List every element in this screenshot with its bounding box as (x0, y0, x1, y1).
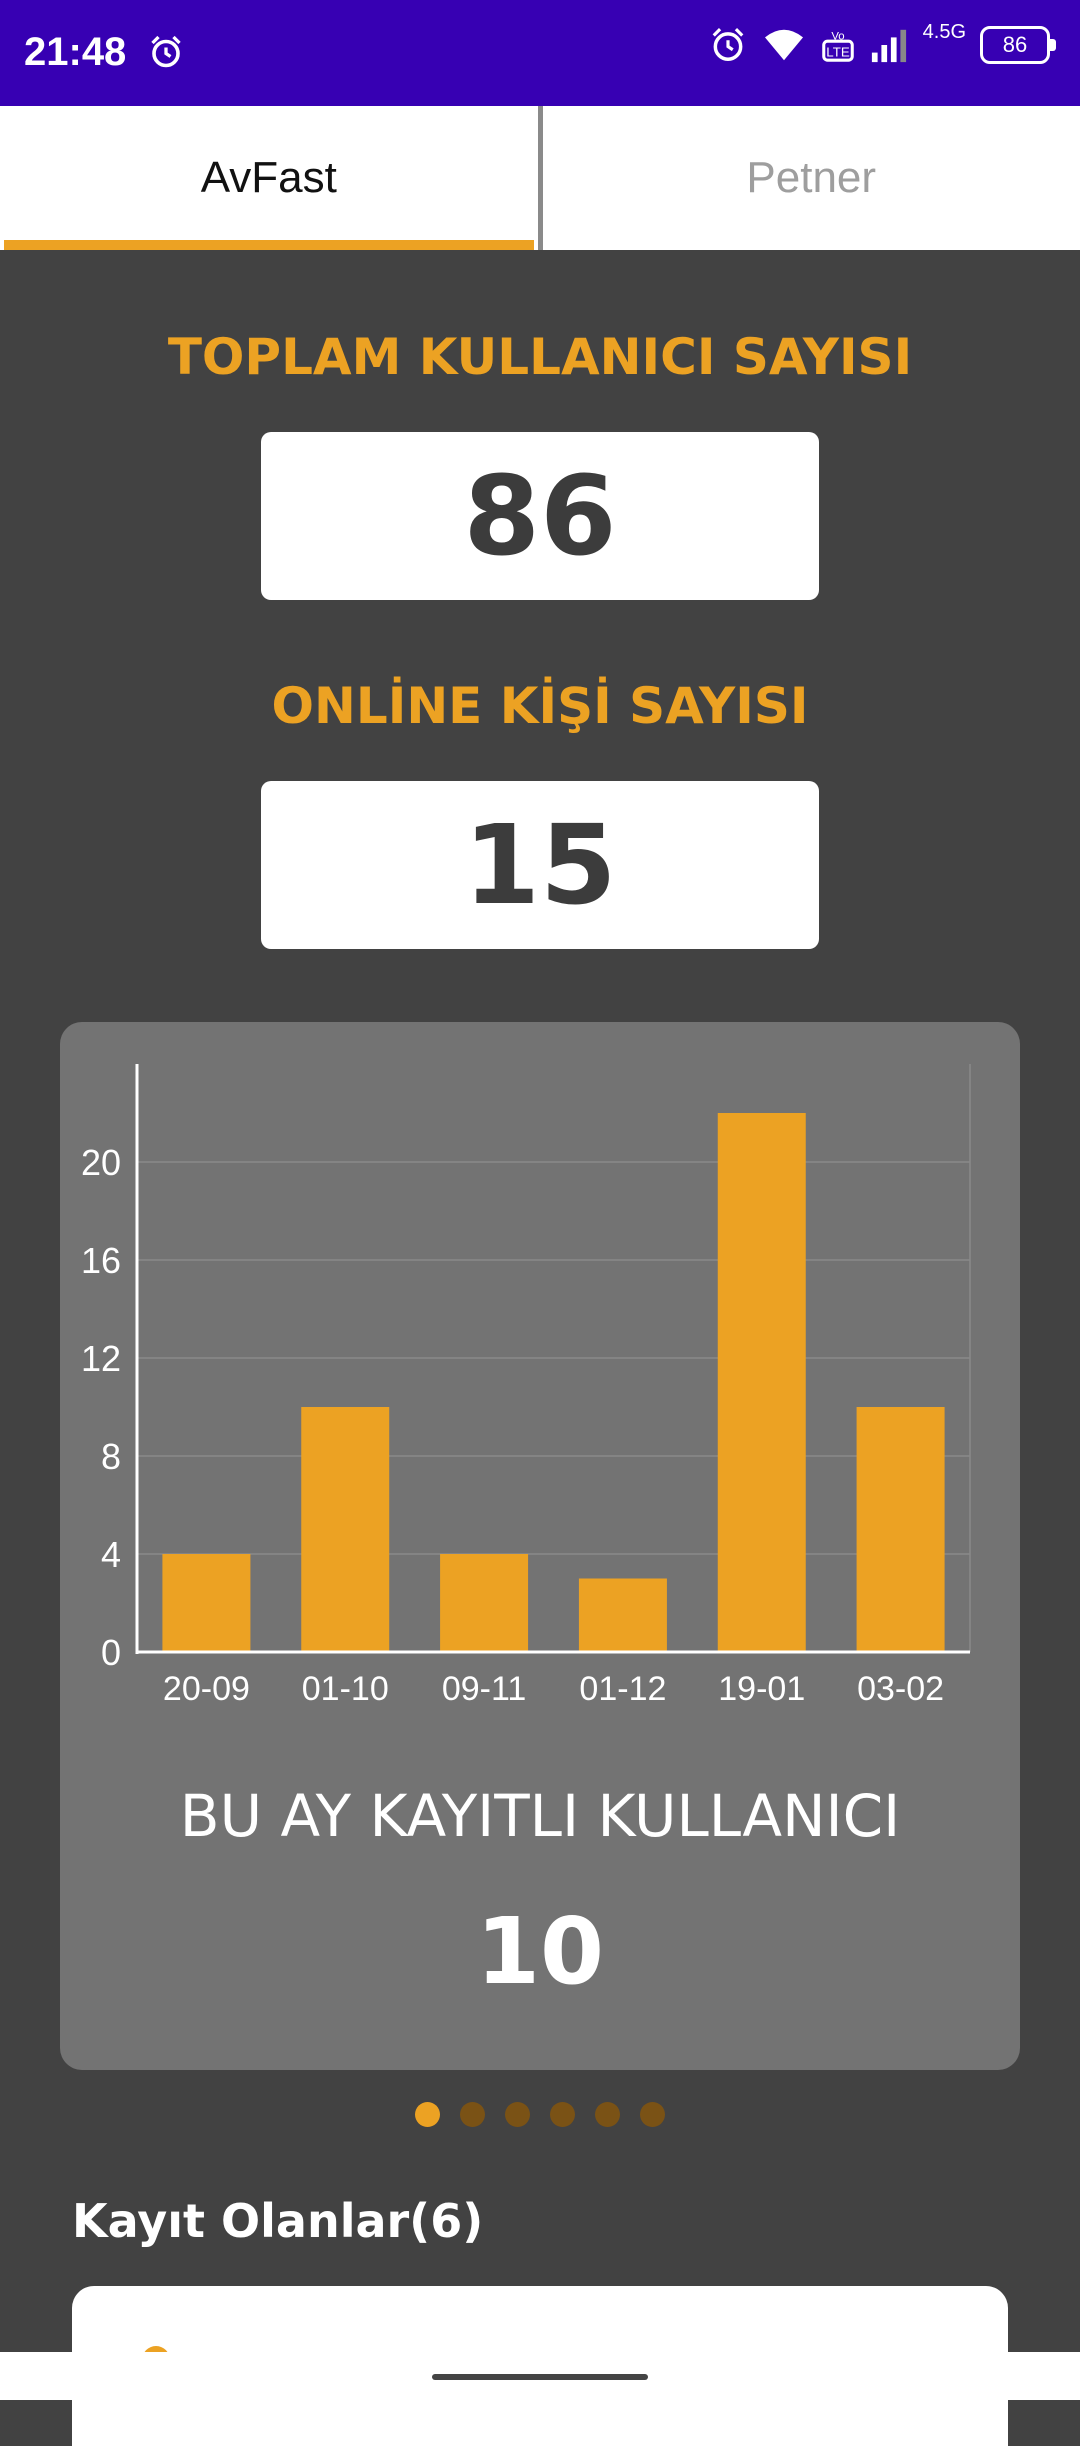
online-users-heading: ONLİNE KİŞİ SAYISI (0, 677, 1080, 735)
x-tick-label: 20-09 (163, 1670, 250, 1708)
battery-level: 86 (1003, 32, 1027, 58)
pager-dot[interactable] (595, 2102, 620, 2127)
pager-dot[interactable] (415, 2102, 440, 2127)
total-users-value: 86 (463, 452, 616, 580)
gesture-nav-bar (0, 2352, 1080, 2400)
bar-09-11 (440, 1554, 528, 1652)
tab-petner[interactable]: Petner (543, 106, 1080, 250)
tab-bar: AvFast Petner (0, 106, 1080, 250)
x-tick-label: 03-02 (857, 1670, 944, 1708)
y-tick-label: 16 (81, 1240, 121, 1281)
pager-dot[interactable] (640, 2102, 665, 2127)
volte-icon: LTE Vo (821, 26, 855, 64)
y-tick-label: 8 (101, 1436, 121, 1477)
battery-icon: 86 (980, 26, 1056, 64)
online-users-box: 15 (261, 781, 819, 949)
pager-dots (0, 2102, 1080, 2127)
tab-avfast-label: AvFast (201, 153, 337, 203)
network-type: 4.5G (923, 22, 966, 42)
y-tick-label: 0 (101, 1632, 121, 1673)
svg-text:Vo: Vo (831, 30, 844, 42)
wifi-icon (761, 26, 807, 64)
online-users-value: 15 (463, 801, 616, 929)
status-time: 21:48 (24, 30, 126, 75)
monthly-registered-caption: BU AY KAYITLI KULLANICI (60, 1782, 1020, 1850)
total-users-box: 86 (261, 432, 819, 600)
pager-dot[interactable] (460, 2102, 485, 2127)
bar-01-12 (579, 1579, 667, 1653)
monthly-registered-value: 10 (60, 1898, 1020, 2005)
registered-list-title: Kayıt Olanlar(6) (72, 2194, 483, 2248)
status-bar: 21:48 LTE Vo 4.5G 86 (0, 0, 1080, 106)
signal-icon (869, 26, 909, 64)
bar-01-10 (301, 1407, 389, 1652)
bar-03-02 (857, 1407, 945, 1652)
x-tick-label: 01-12 (579, 1670, 666, 1708)
alarm-icon (148, 34, 184, 70)
total-users-heading: TOPLAM KULLANICI SAYISI (0, 328, 1080, 386)
x-tick-label: 19-01 (718, 1670, 805, 1708)
y-tick-label: 12 (81, 1338, 121, 1379)
bar-19-01 (718, 1113, 806, 1652)
tab-petner-label: Petner (746, 153, 876, 203)
x-tick-label: 09-11 (442, 1670, 526, 1708)
pager-dot[interactable] (550, 2102, 575, 2127)
tab-avfast[interactable]: AvFast (0, 106, 538, 250)
svg-text:LTE: LTE (826, 44, 850, 59)
alarm-icon (709, 26, 747, 64)
x-tick-label: 01-10 (302, 1670, 389, 1708)
home-handle[interactable] (432, 2374, 648, 2380)
bar-20-09 (162, 1554, 250, 1652)
pager-dot[interactable] (505, 2102, 530, 2127)
registration-bar-chart: 0 4 8 12 16 20 20-09 01-10 09-11 01-12 19-01 03-02 (60, 1022, 1020, 1782)
y-tick-label: 4 (101, 1534, 121, 1575)
y-tick-label: 20 (81, 1142, 121, 1183)
